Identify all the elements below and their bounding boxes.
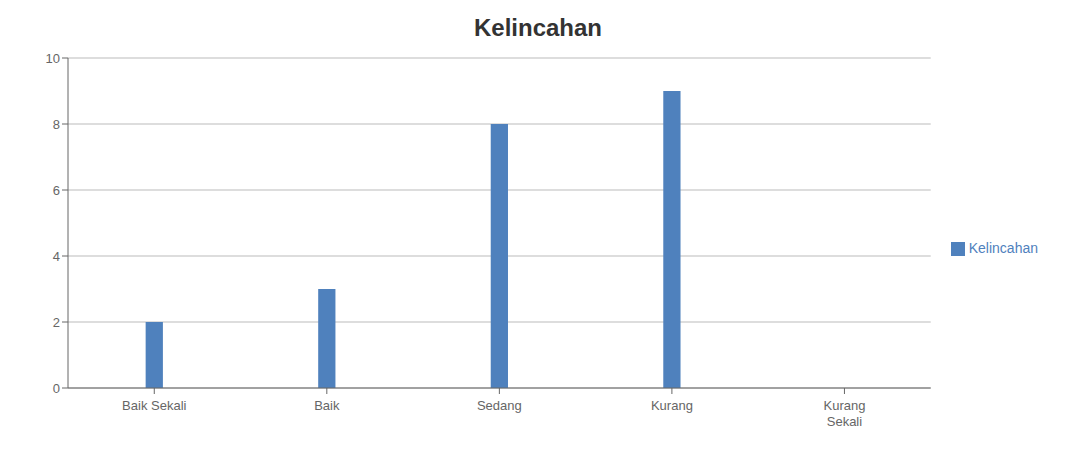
svg-text:10: 10 xyxy=(46,51,60,66)
svg-text:Baik: Baik xyxy=(314,398,340,413)
svg-text:Sedang: Sedang xyxy=(477,398,522,413)
svg-text:8: 8 xyxy=(53,117,60,132)
svg-text:4: 4 xyxy=(53,249,60,264)
svg-text:Baik Sekali: Baik Sekali xyxy=(122,398,186,413)
svg-text:6: 6 xyxy=(53,183,60,198)
svg-text:Kurang: Kurang xyxy=(651,398,693,413)
svg-text:KurangSekali: KurangSekali xyxy=(823,398,865,429)
html-text:Kelincahan: Kelincahan xyxy=(474,14,602,41)
svg-text:2: 2 xyxy=(53,315,60,330)
html-text:Kelincahan: Kelincahan xyxy=(968,239,1038,256)
svg-text:0: 0 xyxy=(53,381,60,396)
